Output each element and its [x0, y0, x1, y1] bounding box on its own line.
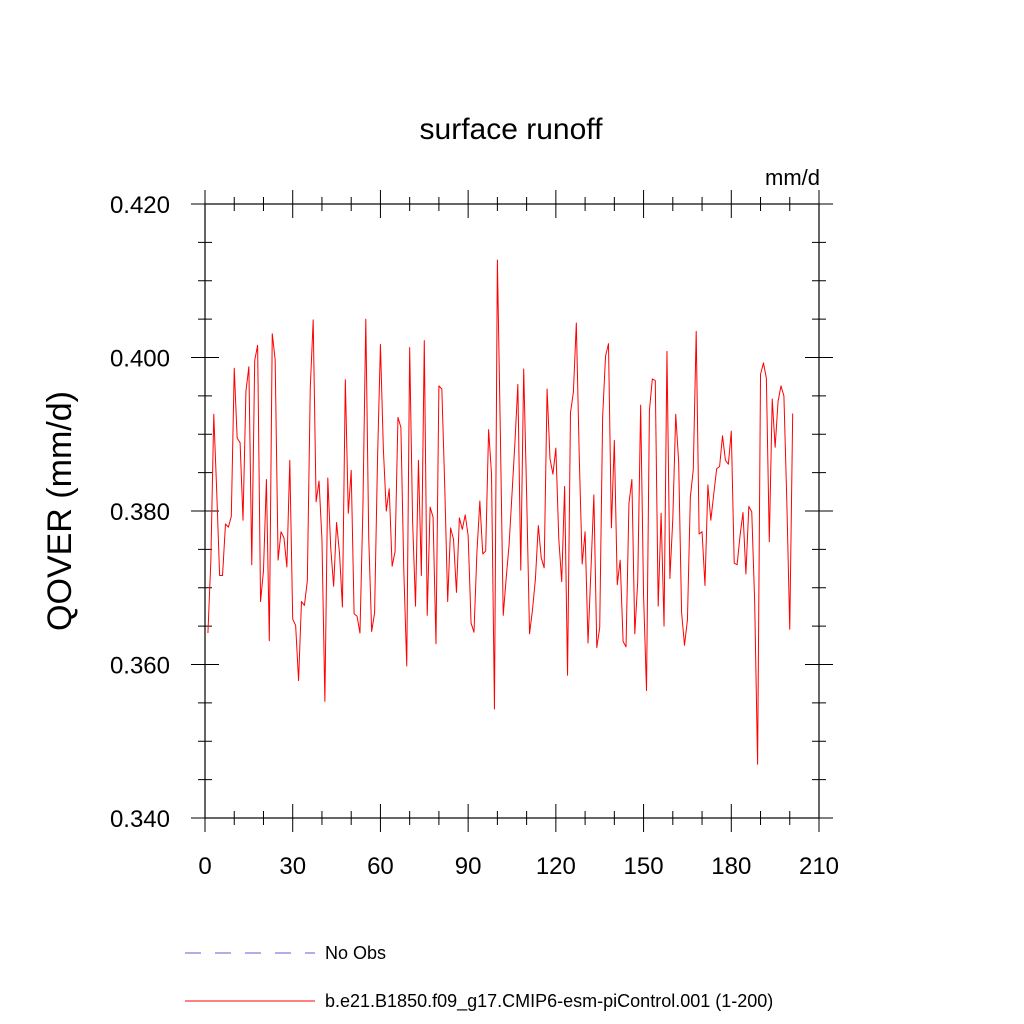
chart-title: surface runoff [420, 113, 604, 146]
x-tick-label: 0 [198, 853, 211, 880]
y-tick-label: 0.380 [110, 499, 170, 526]
x-axis-ticks: 0 30 60 90 120 150 180 210 [198, 190, 839, 880]
y-tick-label: 0.420 [110, 192, 170, 219]
y-tick-label: 0.400 [110, 346, 170, 373]
units-label: mm/d [765, 165, 820, 190]
legend-label-no-obs: No Obs [325, 943, 386, 963]
y-axis-ticks: 0.340 0.360 0.380 0.400 0.420 [110, 192, 833, 833]
x-tick-label: 30 [279, 853, 306, 880]
plot-frame [204, 203, 820, 819]
y-tick-label: 0.360 [110, 653, 170, 680]
series-line [207, 259, 794, 765]
legend-label-model-run: b.e21.B1850.f09_g17.CMIP6-esm-piControl.… [325, 991, 773, 1012]
x-tick-label: 150 [624, 853, 664, 880]
x-tick-label: 90 [455, 853, 482, 880]
x-tick-label: 210 [799, 853, 839, 880]
y-tick-label: 0.340 [110, 806, 170, 833]
y-axis-label: QOVER (mm/d) [41, 391, 79, 631]
x-tick-label: 120 [536, 853, 576, 880]
x-tick-label: 60 [367, 853, 394, 880]
legend: No Obs b.e21.B1850.f09_g17.CMIP6-esm-piC… [185, 943, 773, 1012]
x-tick-label: 180 [711, 853, 751, 880]
